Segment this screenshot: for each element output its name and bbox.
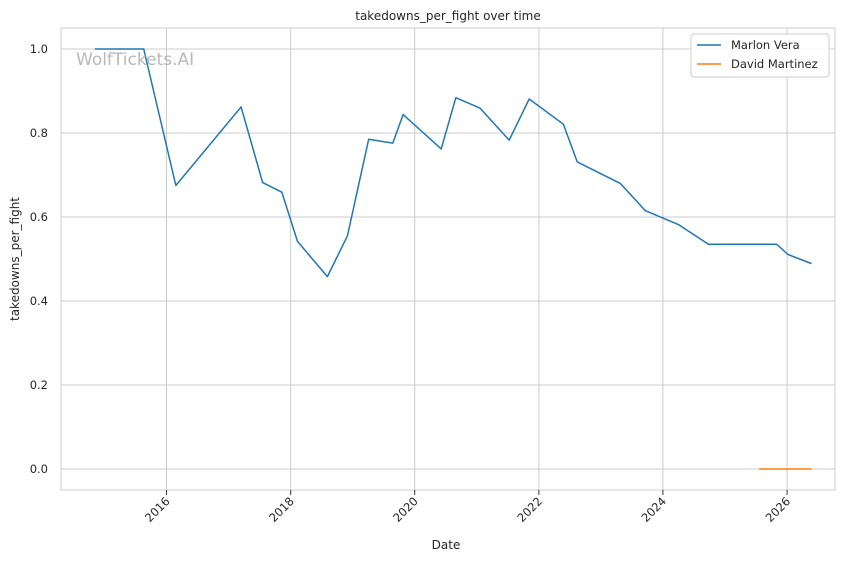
x-gridlines — [165, 28, 788, 490]
y-tick-label: 0.8 — [30, 126, 48, 140]
plot-area — [60, 27, 836, 491]
y-tick-label: 0.2 — [30, 378, 48, 392]
y-tick-label: 0.0 — [30, 462, 48, 476]
series-line-marlon-vera — [94, 48, 812, 278]
legend-label-marlon-vera: Marlon Vera — [731, 38, 800, 52]
legend-label-david-martinez: David Martinez — [731, 57, 818, 71]
legend-box — [690, 33, 830, 78]
y-tick-label: 0.6 — [30, 210, 48, 224]
y-axis-ticks: 0.0 0.2 0.4 0.6 0.8 1.0 — [30, 42, 48, 476]
watermark: WolfTickets.AI — [76, 50, 194, 70]
y-tick-label: 1.0 — [30, 42, 48, 56]
y-tick-label: 0.4 — [30, 294, 48, 308]
legend: Marlon Vera David Martinez — [690, 33, 830, 78]
series-lines — [94, 48, 812, 470]
chart-title: takedowns_per_fight over time — [355, 9, 541, 23]
y-axis-title: takedowns_per_fight — [8, 197, 22, 321]
x-axis-title: Date — [432, 538, 461, 552]
